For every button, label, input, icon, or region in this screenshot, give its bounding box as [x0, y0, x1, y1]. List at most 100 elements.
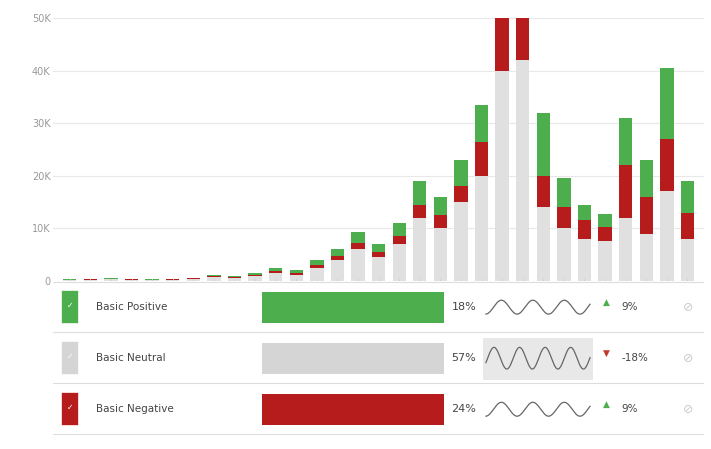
- Text: ✓: ✓: [67, 352, 73, 361]
- Bar: [537, 113, 550, 176]
- Bar: [599, 214, 611, 227]
- Bar: [228, 278, 241, 281]
- Bar: [516, 0, 530, 60]
- Bar: [680, 212, 694, 239]
- Bar: [660, 68, 673, 139]
- Bar: [289, 275, 303, 281]
- Bar: [125, 280, 138, 281]
- Bar: [392, 236, 406, 244]
- Bar: [475, 141, 488, 176]
- Bar: [207, 275, 220, 276]
- Bar: [557, 228, 571, 281]
- Bar: [640, 160, 653, 197]
- Bar: [619, 218, 632, 281]
- Bar: [413, 218, 427, 281]
- Bar: [413, 205, 427, 218]
- FancyBboxPatch shape: [262, 292, 444, 323]
- Bar: [269, 271, 282, 273]
- Bar: [680, 181, 694, 212]
- Text: -18%: -18%: [621, 353, 648, 363]
- Text: ⊘: ⊘: [683, 301, 693, 314]
- Bar: [248, 276, 262, 281]
- Bar: [640, 233, 653, 281]
- Text: 9%: 9%: [621, 404, 638, 414]
- Text: ▼: ▼: [603, 349, 610, 358]
- Bar: [269, 268, 282, 271]
- Text: 9%: 9%: [621, 302, 638, 312]
- Bar: [454, 186, 468, 202]
- Text: Basic Neutral: Basic Neutral: [95, 353, 165, 363]
- Bar: [496, 0, 509, 70]
- Bar: [475, 105, 488, 141]
- FancyBboxPatch shape: [483, 338, 593, 380]
- Bar: [640, 197, 653, 233]
- Bar: [248, 275, 262, 276]
- FancyBboxPatch shape: [262, 343, 444, 374]
- Bar: [331, 255, 344, 260]
- Bar: [516, 60, 530, 281]
- FancyBboxPatch shape: [61, 290, 80, 324]
- Bar: [434, 228, 447, 281]
- Text: ▲: ▲: [603, 400, 610, 409]
- Text: 57%: 57%: [451, 353, 476, 363]
- Text: ✓: ✓: [67, 301, 73, 310]
- Text: Basic Positive: Basic Positive: [95, 302, 167, 312]
- Bar: [331, 249, 344, 255]
- Bar: [392, 223, 406, 236]
- Bar: [351, 233, 365, 243]
- Bar: [84, 280, 97, 281]
- Bar: [372, 244, 385, 252]
- Bar: [392, 244, 406, 281]
- Bar: [434, 215, 447, 228]
- Bar: [351, 249, 365, 281]
- Bar: [331, 260, 344, 281]
- Bar: [557, 207, 571, 228]
- Bar: [310, 268, 324, 281]
- Bar: [578, 239, 591, 281]
- Bar: [248, 273, 262, 275]
- Bar: [63, 280, 77, 281]
- Text: 18%: 18%: [451, 302, 476, 312]
- Bar: [660, 139, 673, 191]
- Bar: [619, 118, 632, 165]
- Bar: [105, 279, 117, 281]
- Text: ⊘: ⊘: [683, 352, 693, 365]
- Bar: [228, 276, 241, 277]
- Bar: [310, 260, 324, 264]
- Bar: [289, 273, 303, 275]
- Bar: [269, 273, 282, 281]
- Bar: [289, 270, 303, 273]
- Bar: [186, 279, 200, 281]
- Bar: [619, 165, 632, 218]
- FancyBboxPatch shape: [61, 341, 80, 375]
- Bar: [680, 239, 694, 281]
- Bar: [207, 276, 220, 277]
- Bar: [557, 178, 571, 207]
- Bar: [578, 205, 591, 220]
- Bar: [351, 243, 365, 249]
- Bar: [186, 277, 200, 278]
- Bar: [537, 176, 550, 207]
- Text: ⊘: ⊘: [683, 403, 693, 416]
- Text: ✓: ✓: [67, 403, 73, 412]
- Bar: [434, 197, 447, 215]
- Text: 24%: 24%: [451, 404, 476, 414]
- Bar: [454, 202, 468, 281]
- Bar: [228, 277, 241, 278]
- Bar: [310, 264, 324, 268]
- Bar: [207, 277, 220, 281]
- Bar: [496, 70, 509, 281]
- Bar: [146, 280, 159, 281]
- FancyBboxPatch shape: [262, 394, 444, 425]
- Text: ▲: ▲: [603, 298, 610, 307]
- Bar: [578, 220, 591, 239]
- Bar: [599, 227, 611, 242]
- Text: Basic Negative: Basic Negative: [95, 404, 173, 414]
- Bar: [413, 181, 427, 205]
- Bar: [105, 278, 117, 279]
- Bar: [475, 176, 488, 281]
- Bar: [166, 280, 179, 281]
- Bar: [372, 257, 385, 281]
- Bar: [537, 207, 550, 281]
- Bar: [660, 191, 673, 281]
